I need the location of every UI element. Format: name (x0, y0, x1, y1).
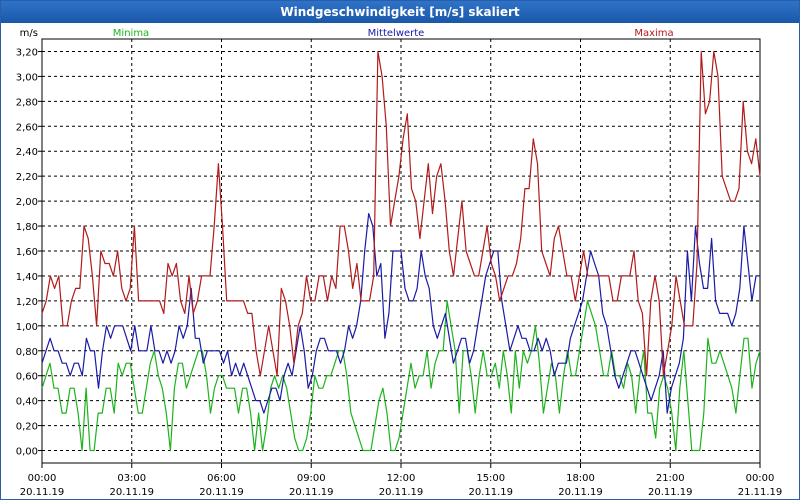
x-tick-time-label: 00:00 (28, 473, 57, 484)
x-tick-date-label: 20.11.19 (468, 487, 513, 498)
y-tick-label: 3,20 (16, 47, 38, 58)
x-tick-time-label: 00:00 (746, 473, 775, 484)
legend-maxima: Maxima (634, 28, 673, 39)
y-tick-label: 1,60 (16, 247, 38, 258)
x-tick-date-label: 20.11.19 (379, 487, 424, 498)
window-title: Windgeschwindigkeit [m/s] skaliert (1, 1, 799, 23)
y-tick-label: 2,40 (16, 147, 38, 158)
x-tick-time-label: 21:00 (656, 473, 685, 484)
x-tick-date-label: 21.11.19 (738, 487, 783, 498)
series-line-maxima (41, 50, 761, 377)
x-tick-time-label: 06:00 (207, 473, 236, 484)
y-tick-label: 1,00 (16, 322, 38, 333)
series-line-minima (41, 300, 761, 452)
y-tick-label: 2,80 (16, 97, 38, 108)
x-tick-date-label: 20.11.19 (199, 487, 244, 498)
y-tick-label: 1,80 (16, 222, 38, 233)
x-tick-date-label: 20.11.19 (20, 487, 65, 498)
y-tick-label: 0,00 (16, 447, 38, 458)
y-tick-label: 1,40 (16, 272, 38, 283)
y-tick-label: 2,20 (16, 172, 38, 183)
y-tick-label: 1,20 (16, 297, 38, 308)
x-tick-time-label: 03:00 (117, 473, 146, 484)
y-tick-label: 3,00 (16, 72, 38, 83)
x-tick-date-label: 20.11.19 (648, 487, 693, 498)
y-tick-label: 2,60 (16, 122, 38, 133)
wind-speed-chart: 0,00 0,20 0,40 0,60 0,80 1,00 1,20 1,40 1,60 1,80… (16, 28, 783, 498)
y-tick-label: 0,40 (16, 397, 38, 408)
legend-minima: Minima (113, 28, 149, 39)
y-tick-label: 2,00 (16, 197, 38, 208)
y-tick-label: 0,60 (16, 372, 38, 383)
x-tick-time-label: 09:00 (297, 473, 326, 484)
y-tick-label: 0,80 (16, 347, 38, 358)
x-tick-date-label: 20.11.19 (558, 487, 603, 498)
series-line-mittelwerte (41, 213, 760, 414)
x-tick-time-label: 18:00 (566, 473, 595, 484)
y-tick-label: 0,20 (16, 422, 38, 433)
x-tick-date-label: 20.11.19 (289, 487, 334, 498)
legend-mittelwerte: Mittelwerte (368, 28, 425, 39)
x-tick-time-label: 15:00 (476, 473, 505, 484)
y-axis-unit: m/s (20, 28, 38, 39)
x-tick-date-label: 20.11.19 (109, 487, 154, 498)
x-tick-time-label: 12:00 (387, 473, 416, 484)
